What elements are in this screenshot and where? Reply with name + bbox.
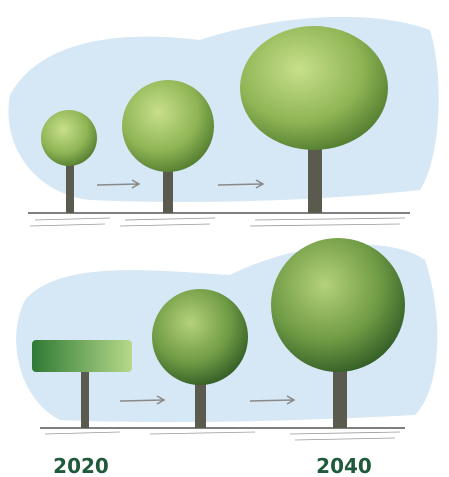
tree-canopy <box>122 80 214 172</box>
page: 2020 2040 (() => { const data = JSON.par… <box>0 0 449 477</box>
year-label: 2040 <box>316 454 372 477</box>
tree-trunk <box>81 370 89 428</box>
year-label: 2020 <box>53 454 109 477</box>
tree-canopy <box>240 26 388 150</box>
tree-canopy <box>271 238 405 372</box>
illustration: 2020 2040 <box>0 0 449 477</box>
ground-hatch <box>45 432 400 440</box>
ground-hatch <box>30 218 405 226</box>
tree-canopy <box>152 289 248 385</box>
tree-canopy <box>32 340 132 372</box>
tree-canopy <box>41 110 97 166</box>
